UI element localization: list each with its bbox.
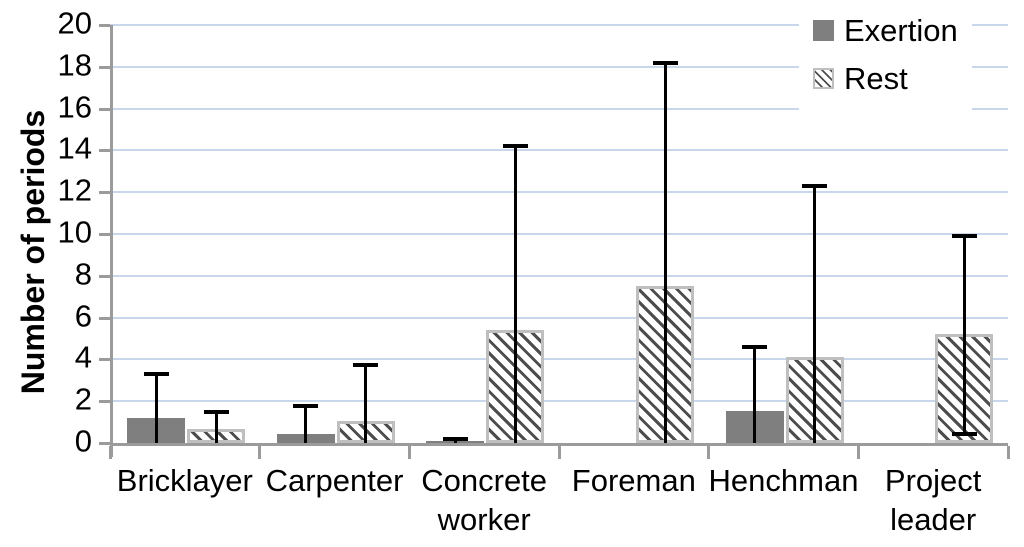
error-bar-line — [813, 185, 817, 443]
x-category-label-line: Henchman — [708, 463, 859, 498]
error-bar-line — [753, 346, 757, 443]
gridline — [110, 65, 1008, 68]
y-axis-tick — [99, 442, 110, 445]
x-axis-tick — [707, 446, 711, 459]
x-category-label: Henchman — [694, 461, 874, 500]
error-bar-cap-top — [143, 372, 169, 377]
legend: Exertion Rest — [799, 6, 972, 116]
y-axis-tick — [99, 191, 110, 195]
error-bar-cap-top — [652, 60, 678, 65]
x-axis-line — [110, 443, 1008, 446]
y-tick-label: 10 — [57, 214, 92, 250]
x-category-label-line: Concrete — [421, 463, 548, 498]
legend-item-exertion: Exertion — [813, 14, 958, 47]
gridline — [110, 24, 1008, 26]
x-category-label-line: leader — [890, 502, 977, 537]
legend-swatch-exertion-icon — [813, 20, 834, 41]
gridline — [110, 316, 1008, 319]
error-bar-line — [453, 438, 457, 443]
error-bar-cap-top — [203, 409, 229, 414]
gridline — [110, 400, 1008, 403]
legend-swatch-rest-icon — [813, 68, 834, 89]
x-category-label-line: Project — [884, 463, 982, 498]
x-axis-tick — [557, 446, 561, 459]
x-category-label-line: Bricklayer — [116, 463, 253, 498]
gridline — [110, 191, 1008, 194]
y-tick-label: 18 — [57, 47, 92, 83]
error-bar-line — [214, 411, 218, 443]
y-axis-tick — [99, 358, 110, 362]
y-tick-label: 14 — [57, 130, 92, 166]
gridline — [110, 233, 1008, 235]
x-category-label: Carpenter — [245, 461, 425, 500]
x-category-label-line: Foreman — [571, 463, 696, 498]
x-axis-tick — [108, 446, 112, 459]
legend-label-rest: Rest — [844, 61, 908, 96]
error-bar-cap-top — [442, 436, 468, 441]
y-axis-line — [110, 25, 113, 457]
y-tick-label: 12 — [57, 172, 92, 208]
y-axis-tick — [99, 24, 110, 27]
y-tick-label: 16 — [57, 89, 92, 125]
y-tick-label: 20 — [57, 5, 92, 41]
y-axis-tick — [99, 149, 110, 153]
legend-item-rest: Rest — [813, 62, 958, 95]
y-axis-tick — [99, 65, 110, 69]
error-bar-line — [154, 374, 158, 443]
y-tick-label: 0 — [74, 423, 92, 459]
y-tick-label: 4 — [74, 339, 92, 375]
y-tick-label: 8 — [74, 256, 92, 292]
y-tick-label: 2 — [74, 381, 92, 417]
x-axis-tick — [258, 446, 262, 459]
y-axis-tick — [99, 274, 110, 278]
y-axis-tick — [99, 107, 110, 111]
gridline — [110, 358, 1008, 361]
gridline — [110, 107, 1008, 110]
error-bar-cap-top — [502, 144, 528, 149]
error-bar-line — [663, 62, 667, 443]
error-bar-line — [962, 236, 966, 434]
y-tick-label: 6 — [74, 298, 92, 334]
error-bar-cap-top — [293, 404, 319, 409]
x-axis-tick — [1006, 446, 1010, 459]
y-axis-tick — [99, 400, 110, 404]
x-axis-tick — [407, 446, 411, 459]
y-axis-tick — [99, 316, 110, 320]
y-axis-tick — [99, 233, 110, 236]
gridline — [110, 274, 1008, 277]
legend-label-exertion: Exertion — [844, 13, 958, 48]
x-category-label: Project leader — [843, 461, 1023, 539]
x-axis-tick — [856, 446, 860, 459]
error-bar-cap-bottom — [951, 431, 977, 436]
x-category-label: Concrete worker — [394, 461, 574, 539]
error-bar-cap-top — [742, 344, 768, 349]
x-category-label: Bricklayer — [95, 461, 275, 500]
x-category-label-line: worker — [437, 502, 531, 537]
error-bar-line — [304, 406, 308, 443]
x-category-label-line: Carpenter — [265, 463, 404, 498]
error-bar-cap-top — [951, 234, 977, 239]
error-bar-line — [513, 146, 517, 443]
error-bar-cap-top — [802, 183, 828, 188]
error-bar-line — [364, 364, 368, 443]
error-bar-cap-top — [353, 362, 379, 367]
x-category-label: Foreman — [544, 461, 724, 500]
gridline — [110, 149, 1008, 152]
